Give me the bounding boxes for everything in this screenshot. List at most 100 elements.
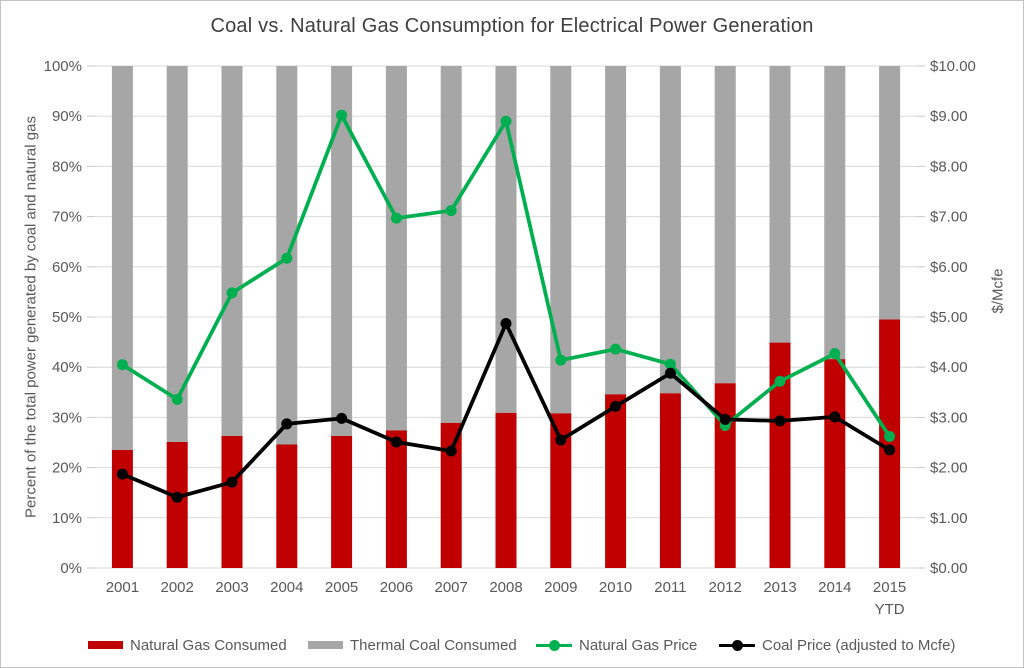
bar-thermal-coal-consumed[interactable]	[824, 66, 846, 360]
bar-natural-gas-consumed[interactable]	[605, 394, 627, 568]
legend-item-natural-gas-price[interactable]: Natural Gas Price	[536, 635, 697, 655]
left-axis-tick-label: 0%	[60, 560, 82, 577]
bar-thermal-coal-consumed[interactable]	[385, 66, 407, 431]
point-coal-price-adjusted-to-mcfe[interactable]	[171, 491, 183, 503]
bar-thermal-coal-consumed[interactable]	[495, 66, 517, 413]
left-axis-tick-label: 100%	[44, 58, 82, 75]
bar-thermal-coal-consumed[interactable]	[331, 66, 353, 436]
right-axis-tick-label: $4.00	[930, 359, 968, 376]
point-natural-gas-price[interactable]	[281, 252, 293, 264]
bar-natural-gas-consumed[interactable]	[550, 413, 572, 568]
x-axis-label: 2015 YTD	[873, 579, 906, 618]
left-axis-tick-label: 80%	[52, 158, 82, 175]
bar-thermal-coal-consumed[interactable]	[659, 66, 681, 394]
legend-label-coal-price: Coal Price (adjusted to Mcfe)	[762, 636, 956, 654]
x-axis-label: 2010	[599, 579, 632, 596]
point-natural-gas-price[interactable]	[500, 115, 512, 127]
point-natural-gas-price[interactable]	[555, 354, 567, 366]
left-axis-tick-label: 10%	[52, 510, 82, 527]
bar-thermal-coal-consumed[interactable]	[550, 66, 572, 414]
point-natural-gas-price[interactable]	[664, 358, 676, 370]
point-coal-price-adjusted-to-mcfe[interactable]	[884, 444, 896, 456]
point-natural-gas-price[interactable]	[171, 393, 183, 405]
x-axis-label: 2007	[435, 579, 468, 596]
left-axis-tick-label: 70%	[52, 209, 82, 226]
point-natural-gas-price[interactable]	[829, 348, 841, 360]
bar-natural-gas-consumed[interactable]	[769, 342, 791, 568]
bar-thermal-coal-consumed[interactable]	[714, 66, 736, 384]
legend-item-natural-gas-consumed[interactable]: Natural Gas Consumed	[88, 635, 287, 655]
chart-title: Coal vs. Natural Gas Consumption for Ele…	[210, 15, 814, 37]
bar-natural-gas-consumed[interactable]	[440, 422, 462, 568]
point-natural-gas-price[interactable]	[610, 343, 622, 355]
point-coal-price-adjusted-to-mcfe[interactable]	[336, 412, 348, 424]
left-axis-tick-label: 40%	[52, 359, 82, 376]
point-natural-gas-price[interactable]	[390, 212, 402, 224]
bar-natural-gas-consumed[interactable]	[879, 319, 901, 568]
x-axis-label: 2006	[380, 579, 413, 596]
point-natural-gas-price[interactable]	[774, 375, 786, 387]
x-axis-label: 2011	[654, 579, 686, 596]
legend-swatch-natural-gas-consumed	[88, 641, 123, 649]
bar-natural-gas-consumed[interactable]	[385, 430, 407, 568]
bar-natural-gas-consumed[interactable]	[166, 441, 188, 568]
point-natural-gas-price[interactable]	[884, 430, 896, 442]
right-axis-tick-label: $2.00	[930, 460, 968, 477]
bar-natural-gas-consumed[interactable]	[714, 383, 736, 568]
bar-natural-gas-consumed[interactable]	[276, 444, 298, 568]
point-coal-price-adjusted-to-mcfe[interactable]	[500, 318, 512, 330]
point-natural-gas-price[interactable]	[336, 109, 348, 121]
point-natural-gas-price[interactable]	[116, 359, 128, 371]
point-coal-price-adjusted-to-mcfe[interactable]	[829, 411, 841, 423]
x-axis-label: 2005	[325, 579, 358, 596]
bar-natural-gas-consumed[interactable]	[495, 412, 517, 568]
right-axis-tick-label: $0.00	[930, 560, 968, 577]
point-coal-price-adjusted-to-mcfe[interactable]	[281, 418, 293, 430]
bar-natural-gas-consumed[interactable]	[111, 450, 133, 568]
legend-item-thermal-coal-consumed[interactable]: Thermal Coal Consumed	[308, 635, 517, 655]
legend-item-coal-price[interactable]: Coal Price (adjusted to Mcfe)	[719, 635, 955, 655]
bar-thermal-coal-consumed[interactable]	[111, 66, 133, 451]
right-axis-tick-label: $10.00	[930, 58, 976, 75]
bar-thermal-coal-consumed[interactable]	[440, 66, 462, 423]
point-coal-price-adjusted-to-mcfe[interactable]	[226, 476, 238, 488]
legend-label-natural-gas-consumed: Natural Gas Consumed	[130, 636, 287, 654]
bar-thermal-coal-consumed[interactable]	[166, 66, 188, 442]
x-axis-label: 2004	[270, 579, 303, 596]
bar-natural-gas-consumed[interactable]	[659, 393, 681, 568]
x-axis-label: 2012	[709, 579, 742, 596]
right-axis-tick-label: $9.00	[930, 108, 968, 125]
point-coal-price-adjusted-to-mcfe[interactable]	[116, 468, 128, 480]
left-axis-tick-label: 60%	[52, 259, 82, 276]
x-axis-label: 2001	[106, 579, 139, 596]
x-axis-label: 2003	[215, 579, 248, 596]
x-axis-label: 2009	[544, 579, 577, 596]
bar-natural-gas-consumed[interactable]	[221, 435, 243, 568]
point-natural-gas-price[interactable]	[445, 205, 457, 217]
point-coal-price-adjusted-to-mcfe[interactable]	[555, 434, 567, 446]
bar-thermal-coal-consumed[interactable]	[879, 66, 901, 320]
bar-natural-gas-consumed[interactable]	[824, 359, 846, 568]
bar-thermal-coal-consumed[interactable]	[605, 66, 627, 395]
bar-thermal-coal-consumed[interactable]	[221, 66, 243, 436]
point-coal-price-adjusted-to-mcfe[interactable]	[445, 445, 457, 457]
bar-natural-gas-consumed[interactable]	[331, 435, 353, 568]
point-coal-price-adjusted-to-mcfe[interactable]	[390, 436, 402, 448]
point-natural-gas-price[interactable]	[226, 287, 238, 299]
point-coal-price-adjusted-to-mcfe[interactable]	[774, 415, 786, 427]
legend: Natural Gas Consumed Thermal Coal Consum…	[1, 635, 1023, 655]
x-axis-label: 2013	[763, 579, 796, 596]
right-axis-tick-label: $6.00	[930, 259, 968, 276]
point-coal-price-adjusted-to-mcfe[interactable]	[610, 400, 622, 412]
right-axis-tick-label: $3.00	[930, 409, 968, 426]
bar-thermal-coal-consumed[interactable]	[769, 66, 791, 343]
point-coal-price-adjusted-to-mcfe[interactable]	[719, 413, 731, 425]
point-coal-price-adjusted-to-mcfe[interactable]	[664, 367, 676, 379]
left-axis-tick-label: 20%	[52, 460, 82, 477]
x-axis-label: 2002	[161, 579, 194, 596]
right-axis-tick-label: $7.00	[930, 209, 968, 226]
x-axis-label: 2008	[489, 579, 522, 596]
left-axis-tick-label: 90%	[52, 108, 82, 125]
legend-label-natural-gas-price: Natural Gas Price	[579, 636, 698, 654]
